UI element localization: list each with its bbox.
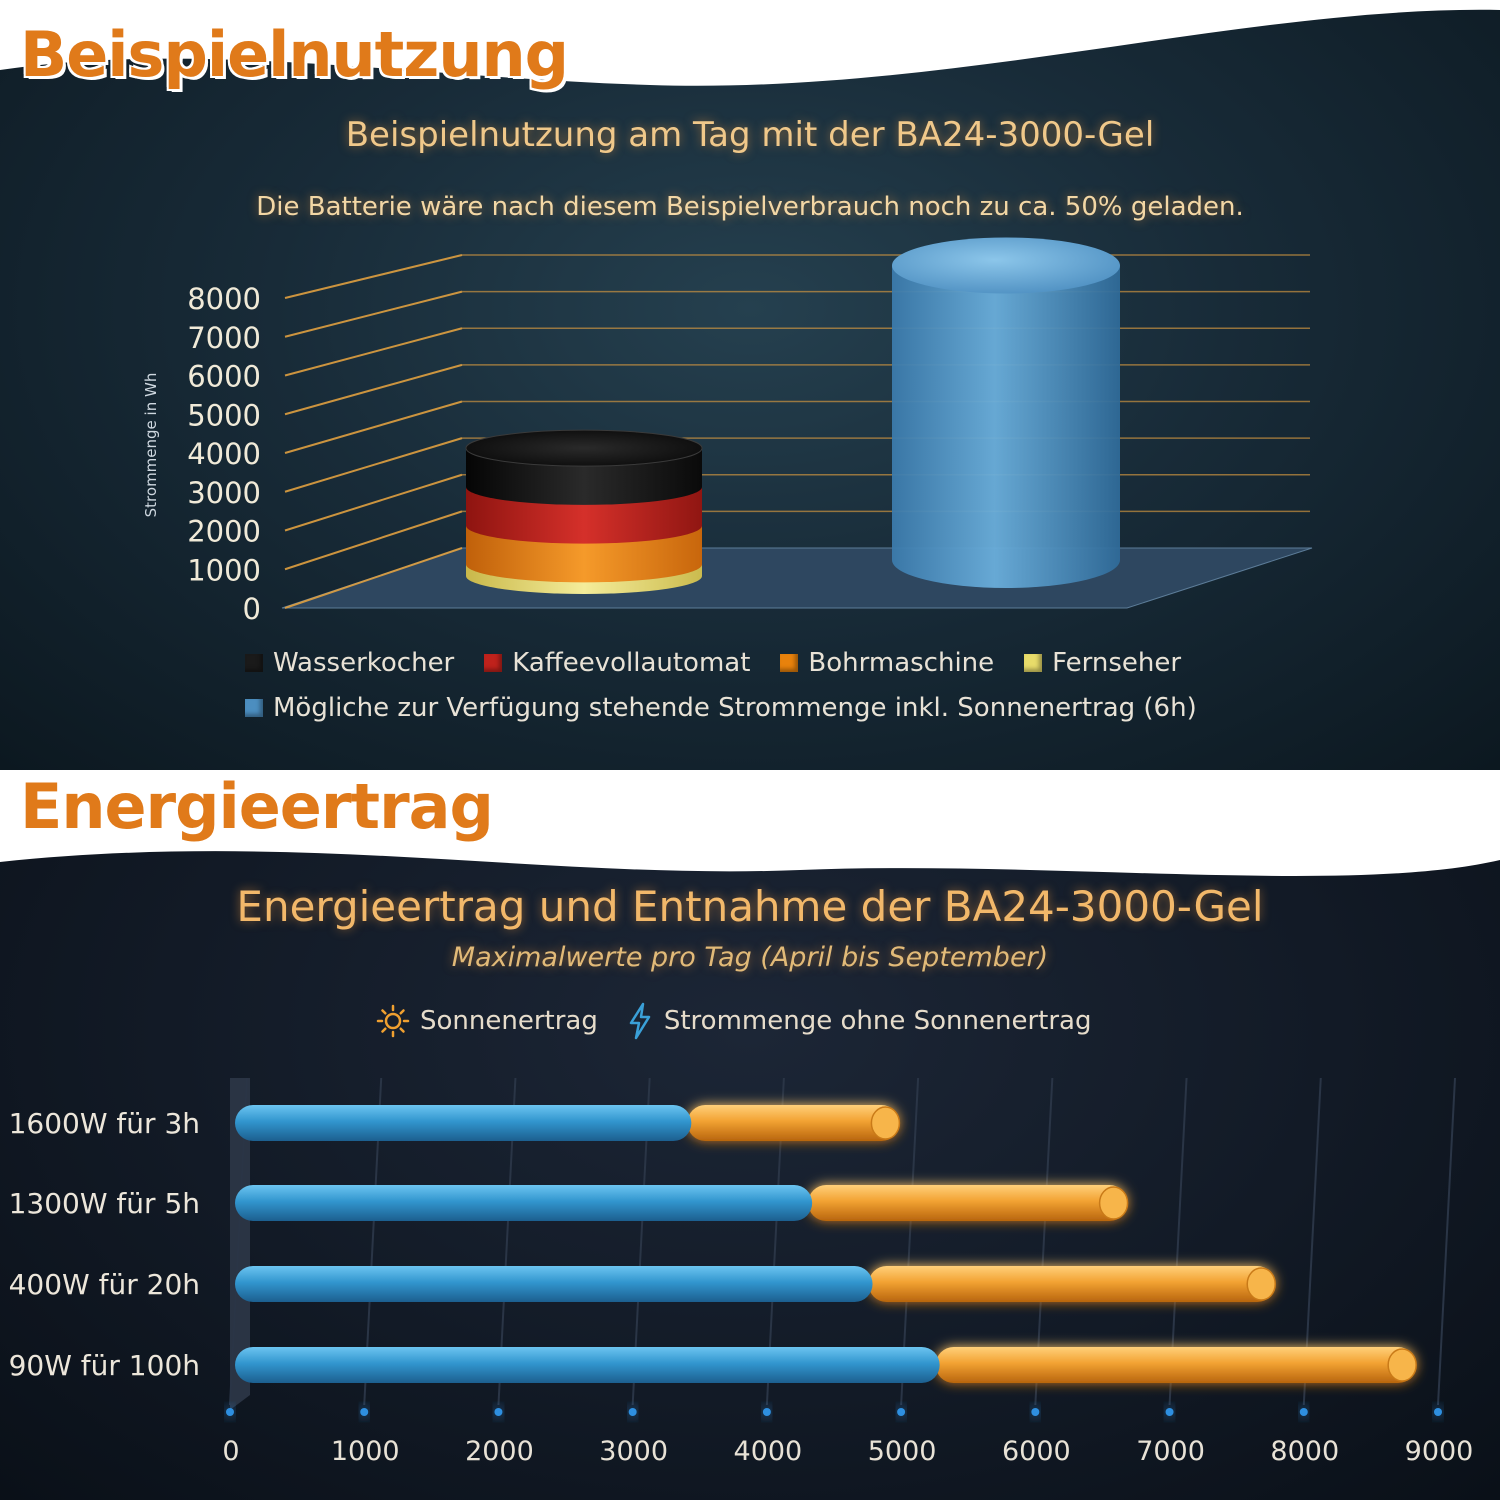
x-tick-label: 0: [222, 1436, 239, 1467]
y-tick-label: 6000: [187, 360, 261, 394]
x-tick-label: 1000: [331, 1436, 400, 1467]
gridline-diagonal: [284, 327, 463, 377]
legend-label: Bohrmaschine: [808, 648, 995, 678]
x-tick-marker: [762, 1408, 771, 1416]
legend-label: Mögliche zur Verfügung stehende Strommen…: [273, 693, 1197, 723]
gridline-diagonal: [284, 290, 463, 338]
legend-label: Kaffeevollautomat: [512, 648, 751, 678]
legend-swatch-yellow: [1024, 654, 1043, 672]
bar-top-cap: [892, 237, 1120, 294]
x-tick-marker: [1031, 1408, 1040, 1416]
y-tick-label: 5000: [187, 398, 261, 432]
x-tick-label: 4000: [734, 1436, 803, 1467]
legend-swatch-red: [484, 654, 503, 672]
legend-swatch-black: [245, 654, 263, 672]
gridline: [1437, 1077, 1456, 1406]
legend-item-wasserkocher: Wasserkocher: [245, 648, 454, 678]
gridline-diagonal: [284, 547, 463, 609]
x-tick-label: 8000: [1270, 1436, 1339, 1467]
bar-row: [235, 1105, 901, 1141]
legend-swatch-blue: [245, 699, 263, 717]
bar-row: [235, 1266, 1276, 1302]
gridline-diagonal: [284, 400, 463, 454]
bar-segment-battery: [235, 1347, 940, 1383]
y-tick-label: 8000: [187, 282, 261, 316]
y-tick-label: 1000: [187, 553, 261, 587]
section-heading-yield: Energieertrag: [20, 770, 494, 843]
bars: [235, 1105, 1417, 1383]
category-label: 90W für 100h: [9, 1349, 200, 1382]
gridline-diagonal: [284, 254, 463, 299]
x-tick-marker: [1299, 1408, 1308, 1416]
chart-title-usage: Beispielnutzung am Tag mit der BA24-3000…: [345, 115, 1155, 155]
legend-label: Sonnenertrag: [420, 1006, 598, 1036]
yield-legend: Sonnenertrag Strommenge ohne Sonnenertra…: [376, 1002, 1091, 1040]
bar-segment-sun: [687, 1105, 900, 1141]
x-tick-marker: [628, 1408, 637, 1416]
chart-title-yield: Energieertrag und Entnahme der BA24-3000…: [236, 882, 1264, 931]
legend-label: Strommenge ohne Sonnenertrag: [663, 1006, 1092, 1036]
bar-segment-battery: [235, 1185, 813, 1221]
x-tick-marker: [360, 1408, 369, 1416]
bar-row: [235, 1347, 1417, 1383]
x-tick-label: 3000: [599, 1436, 668, 1467]
legend-item-sun: Sonnenertrag: [376, 1004, 598, 1038]
gridline-diagonal: [284, 510, 463, 571]
legend-item-kaffeevollautomat: Kaffeevollautomat: [484, 648, 750, 678]
legend-label: Wasserkocher: [273, 648, 455, 678]
legend-item-available-energy: Mögliche zur Verfügung stehende Strommen…: [245, 693, 1197, 723]
x-tick-marker: [226, 1408, 234, 1416]
gridline-diagonal: [284, 437, 463, 493]
legend-item-fernseher: Fernseher: [1024, 648, 1181, 678]
lightning-icon: [629, 1002, 651, 1040]
legend-item-battery: Strommenge ohne Sonnenertrag: [626, 1002, 1092, 1040]
category-labels: 1600W für 3h 1300W für 5h 400W für 20h 90W …: [9, 1107, 200, 1382]
gridline-diagonal: [284, 363, 463, 416]
x-tick-marker: [1165, 1408, 1174, 1416]
legend-row-2: Mögliche zur Verfügung stehende Strommen…: [245, 693, 1197, 723]
bar-segment-battery: [235, 1266, 873, 1302]
legend-item-bohrmaschine: Bohrmaschine: [780, 648, 994, 678]
bar-segment-battery: [235, 1105, 692, 1141]
chart-subtitle-yield: Maximalwerte pro Tag (April bis Septembe…: [451, 942, 1049, 973]
bar-row: [235, 1185, 1129, 1221]
x-tick-marker: [494, 1408, 503, 1416]
bar-top-cap: [465, 429, 703, 467]
category-label: 1600W für 3h: [9, 1107, 200, 1140]
bars: [465, 237, 1120, 594]
section-heading-usage: Beispielnutzung: [20, 18, 569, 91]
bar-segment-sun: [868, 1266, 1276, 1302]
x-tick-label: 6000: [1002, 1436, 1071, 1467]
usage-bar-chart: 0 1000 2000 3000 4000 5000 6000 7000 8000 Stromm…: [142, 237, 1313, 626]
y-tick-label: 2000: [187, 515, 261, 549]
x-tick-marker: [1434, 1408, 1442, 1416]
y-axis-ticks: 0 1000 2000 3000 4000 5000 6000 7000 8000: [187, 282, 261, 626]
legend-label: Fernseher: [1052, 648, 1182, 678]
bar-segment-sun: [808, 1185, 1128, 1221]
y-tick-label: 3000: [187, 476, 261, 510]
chart-subtitle-usage: Die Batterie wäre nach diesem Beispielve…: [256, 192, 1244, 222]
x-tick-label: 9000: [1405, 1436, 1474, 1467]
bar-available-energy: [892, 237, 1120, 588]
bar-segment-sun: [935, 1347, 1417, 1383]
x-tick-marker: [897, 1408, 906, 1416]
category-label: 400W für 20h: [9, 1268, 200, 1301]
y-tick-label: 0: [243, 592, 261, 626]
x-tick-label: 2000: [465, 1436, 534, 1467]
middle-wave-decoration: [0, 820, 1500, 876]
x-tick-label: 7000: [1136, 1436, 1205, 1467]
top-wave-decoration: [0, 0, 1500, 86]
legend-swatch-orange: [780, 654, 799, 672]
gridline-diagonal: [284, 473, 463, 532]
usage-panel: [0, 0, 1500, 770]
category-label: 1300W für 5h: [9, 1187, 200, 1220]
y-tick-label: 4000: [187, 437, 261, 471]
x-tick-label: 5000: [868, 1436, 937, 1467]
x-axis-ticks: 0 1000 2000 3000 4000 5000 6000 7000 8000 9000: [222, 1436, 1473, 1467]
y-tick-label: 7000: [187, 321, 261, 355]
y-axis-label: Strommenge in Wh: [142, 373, 160, 518]
sun-icon: [376, 1004, 410, 1038]
legend: Wasserkocher Kaffeevollautomat Bohrmasch…: [245, 648, 1181, 678]
